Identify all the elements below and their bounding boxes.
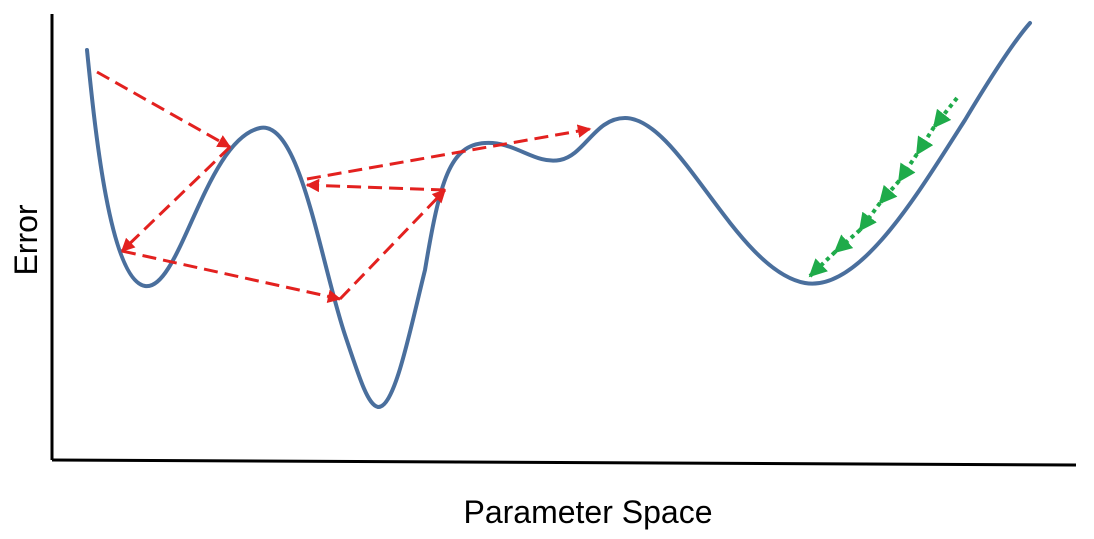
error-curve	[85, 21, 1032, 409]
small-step-arrows	[808, 96, 959, 278]
green-arrow-5	[858, 201, 882, 232]
red-arrow-4	[338, 188, 447, 301]
y-axis-label: Error	[8, 204, 44, 275]
red-arrow-1	[96, 70, 232, 149]
x-axis-label: Parameter Space	[463, 494, 712, 530]
green-arrow-2	[915, 125, 936, 156]
red-arrow-6	[306, 124, 592, 181]
green-arrow-3	[897, 152, 919, 183]
green-arrow-6	[833, 228, 862, 254]
red-arrow-5	[305, 178, 446, 193]
green-arrow-4	[878, 179, 901, 205]
x-axis	[51, 458, 1077, 467]
green-arrow-7	[808, 250, 837, 278]
green-arrow-1	[932, 96, 959, 129]
red-arrow-2	[120, 145, 232, 253]
large-step-arrows	[96, 70, 592, 303]
red-arrow-3	[121, 249, 342, 303]
